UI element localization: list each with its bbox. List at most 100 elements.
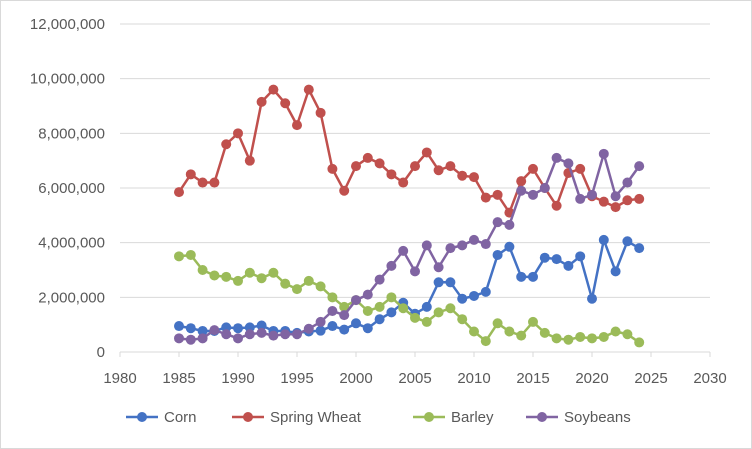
data-point-spring-wheat bbox=[622, 195, 633, 206]
legend-item-barley: Barley bbox=[413, 409, 494, 426]
data-point-spring-wheat bbox=[233, 128, 243, 139]
data-point-barley bbox=[327, 292, 338, 303]
data-point-barley bbox=[268, 267, 279, 278]
data-point-soybeans bbox=[421, 240, 432, 251]
data-point-spring-wheat bbox=[303, 84, 314, 95]
data-point-barley bbox=[197, 265, 208, 275]
data-point-barley bbox=[634, 337, 645, 348]
data-point-corn bbox=[221, 322, 232, 333]
data-point-corn bbox=[598, 234, 609, 245]
data-point-soybeans bbox=[256, 327, 267, 338]
data-point-barley bbox=[504, 326, 515, 337]
data-point-barley bbox=[622, 329, 633, 340]
data-point-spring-wheat bbox=[469, 172, 479, 183]
data-point-spring-wheat bbox=[528, 163, 538, 174]
data-point-spring-wheat bbox=[386, 169, 397, 180]
x-tick-label: 2020 bbox=[575, 370, 608, 387]
data-point-soybeans bbox=[268, 330, 279, 341]
data-point-spring-wheat bbox=[374, 158, 385, 169]
y-tick-label: 2,000,000 bbox=[38, 289, 105, 306]
data-point-soybeans bbox=[480, 239, 491, 250]
data-point-soybeans bbox=[351, 295, 361, 306]
data-point-spring-wheat bbox=[634, 193, 645, 204]
data-point-corn bbox=[233, 323, 243, 334]
data-point-soybeans bbox=[185, 334, 196, 345]
data-point-soybeans bbox=[575, 193, 586, 204]
data-point-barley bbox=[292, 284, 302, 295]
data-point-soybeans bbox=[610, 191, 621, 202]
data-point-spring-wheat bbox=[292, 120, 302, 131]
y-tick-label: 4,000,000 bbox=[38, 235, 105, 252]
data-point-corn bbox=[445, 277, 456, 288]
data-point-soybeans bbox=[563, 158, 574, 169]
data-point-barley bbox=[516, 330, 527, 341]
data-point-barley bbox=[610, 326, 621, 337]
legend-label: Corn bbox=[164, 409, 197, 426]
data-point-barley bbox=[362, 306, 373, 316]
data-point-spring-wheat bbox=[268, 84, 279, 95]
data-point-barley bbox=[209, 270, 220, 281]
data-point-corn bbox=[563, 260, 574, 271]
x-tick-label: 1985 bbox=[162, 370, 195, 387]
data-point-corn bbox=[362, 323, 373, 334]
legend-label: Barley bbox=[451, 409, 494, 426]
data-point-soybeans bbox=[398, 245, 409, 256]
data-point-soybeans bbox=[303, 323, 314, 334]
data-point-corn bbox=[327, 321, 338, 332]
data-point-barley bbox=[539, 327, 550, 338]
data-point-barley bbox=[221, 271, 232, 282]
data-point-soybeans bbox=[622, 177, 633, 188]
legend-label: Soybeans bbox=[564, 409, 631, 426]
data-point-corn bbox=[457, 293, 468, 304]
data-point-soybeans bbox=[233, 333, 243, 344]
data-point-spring-wheat bbox=[221, 139, 232, 150]
data-point-corn bbox=[339, 324, 350, 335]
data-point-barley bbox=[492, 318, 503, 329]
legend-item-spring-wheat: Spring Wheat bbox=[232, 409, 362, 426]
data-point-corn bbox=[185, 323, 196, 334]
data-point-spring-wheat bbox=[598, 196, 609, 207]
data-point-barley bbox=[339, 301, 350, 312]
series-spring-wheat bbox=[174, 84, 645, 218]
x-tick-label: 1995 bbox=[280, 370, 313, 387]
data-point-corn bbox=[528, 271, 538, 282]
data-point-spring-wheat bbox=[410, 161, 420, 172]
data-point-spring-wheat bbox=[327, 163, 338, 174]
data-point-spring-wheat bbox=[209, 177, 220, 188]
y-tick-label: 10,000,000 bbox=[30, 71, 105, 88]
data-point-soybeans bbox=[492, 217, 503, 228]
data-point-soybeans bbox=[634, 161, 645, 172]
series-soybeans bbox=[174, 148, 645, 345]
data-point-corn bbox=[256, 320, 267, 331]
data-point-soybeans bbox=[327, 306, 338, 316]
data-point-barley bbox=[315, 281, 326, 292]
data-point-spring-wheat bbox=[244, 155, 255, 166]
legend-swatch-marker bbox=[137, 412, 147, 422]
data-point-corn bbox=[551, 254, 562, 265]
data-point-corn bbox=[197, 325, 208, 336]
data-point-barley bbox=[303, 275, 314, 286]
data-point-barley bbox=[398, 303, 409, 314]
data-point-barley bbox=[587, 333, 597, 344]
legend-item-soybeans: Soybeans bbox=[526, 409, 631, 426]
data-point-soybeans bbox=[528, 189, 538, 200]
y-tick-label: 6,000,000 bbox=[38, 180, 105, 197]
data-point-barley bbox=[174, 251, 184, 262]
data-point-corn bbox=[421, 301, 432, 312]
data-point-soybeans bbox=[410, 266, 420, 277]
data-series bbox=[174, 84, 645, 348]
data-point-spring-wheat bbox=[280, 98, 291, 109]
data-point-spring-wheat bbox=[516, 176, 527, 187]
data-point-corn bbox=[575, 251, 586, 262]
data-point-corn bbox=[492, 249, 503, 260]
data-point-barley bbox=[469, 326, 479, 337]
data-point-barley bbox=[575, 331, 586, 342]
data-point-corn bbox=[315, 325, 326, 336]
data-point-soybeans bbox=[374, 274, 385, 285]
data-point-spring-wheat bbox=[575, 163, 586, 174]
data-point-corn bbox=[610, 266, 621, 277]
data-point-barley bbox=[563, 334, 574, 345]
data-point-barley bbox=[421, 316, 432, 327]
series-barley bbox=[174, 249, 645, 348]
